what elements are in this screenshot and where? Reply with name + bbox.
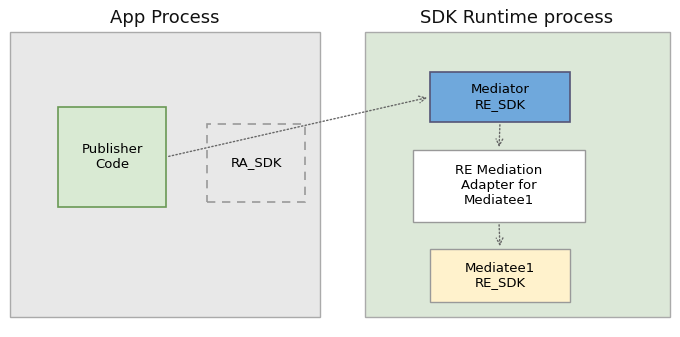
- Bar: [430, 249, 570, 302]
- Text: Mediatee1
RE_SDK: Mediatee1 RE_SDK: [465, 262, 535, 289]
- Bar: [207, 124, 305, 202]
- Text: Publisher
Code: Publisher Code: [82, 143, 143, 171]
- Bar: [10, 32, 320, 317]
- Text: Mediator
RE_SDK: Mediator RE_SDK: [471, 83, 530, 111]
- Bar: [58, 107, 166, 207]
- Text: RE Mediation
Adapter for
Mediatee1: RE Mediation Adapter for Mediatee1: [456, 164, 543, 208]
- Bar: [413, 150, 585, 222]
- Bar: [365, 32, 670, 317]
- Text: RA_SDK: RA_SDK: [231, 156, 282, 170]
- Text: SDK Runtime process: SDK Runtime process: [420, 9, 613, 27]
- Bar: [430, 72, 570, 122]
- Text: App Process: App Process: [110, 9, 220, 27]
